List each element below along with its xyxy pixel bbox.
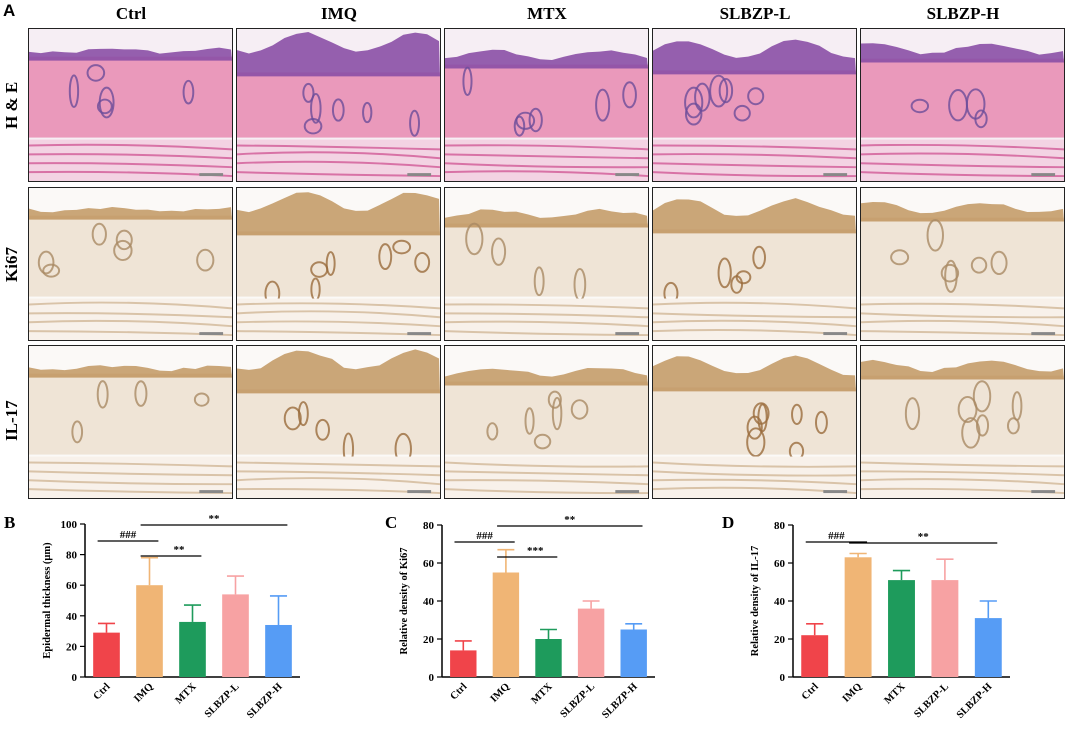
chart-il17-density: D 0 20 40 60 80 Relative density of IL-17 Ctrl I… <box>722 513 1010 721</box>
micrograph-il-17-slbzp-h <box>860 345 1065 499</box>
y-tick-label: 20 <box>66 641 78 653</box>
significance-label: ### <box>828 530 845 542</box>
column-header-ctrl: Ctrl <box>115 4 147 23</box>
micrograph-il-17-ctrl <box>28 345 233 499</box>
y-tick-label: 80 <box>66 550 78 562</box>
micrograph-ki67-slbzp-l <box>652 187 857 341</box>
significance-label: ### <box>476 530 493 542</box>
micrograph-h-e-ctrl <box>28 28 233 182</box>
micrograph-il-17-imq <box>236 345 441 499</box>
panel-letter-d: D <box>722 513 734 532</box>
significance-label: ### <box>120 529 137 541</box>
x-tick-label-imq: IMQ <box>841 681 864 704</box>
y-tick-label: 20 <box>423 634 435 646</box>
bar-ctrl <box>801 635 829 677</box>
micrograph-ki67-imq <box>236 187 441 341</box>
x-tick-label-imq: IMQ <box>489 681 512 704</box>
y-tick-label: 60 <box>423 558 435 570</box>
micrograph-h-e-slbzp-h <box>860 28 1065 182</box>
micrograph-h-e-mtx <box>444 28 649 182</box>
panel-letter-b: B <box>4 513 15 532</box>
significance-label: *** <box>527 545 544 557</box>
panel-a-letter: A <box>3 1 16 20</box>
y-tick-label: 20 <box>774 634 786 646</box>
y-axis-label: Relative density of IL-17 <box>750 546 761 657</box>
bar-imq <box>844 557 872 677</box>
bar-slbzp-l <box>577 608 605 677</box>
y-axis-label: Relative density of Ki67 <box>399 547 410 654</box>
x-tick-label-ctrl: Ctrl <box>800 681 821 702</box>
column-header-slbzp-h: SLBZP-H <box>926 4 1000 23</box>
significance-label: ** <box>564 514 576 526</box>
x-tick-label-imq: IMQ <box>132 681 155 704</box>
y-tick-label: 0 <box>429 672 435 684</box>
micrograph-ki67-ctrl <box>28 187 233 341</box>
chart-ki67-density: C 0 20 40 60 80 Relative density of Ki67 Ctrl IM… <box>385 513 655 721</box>
chart-epidermal-thickness: B 0 20 40 60 80 100 Epidermal thickness (μm) Ctr… <box>4 513 300 721</box>
significance-label: ** <box>174 544 186 556</box>
micrograph-ki67-mtx <box>444 187 649 341</box>
bar-mtx <box>535 639 562 677</box>
y-tick-label: 40 <box>423 596 435 608</box>
y-tick-label: 40 <box>774 596 786 608</box>
micrograph-il-17-mtx <box>444 345 649 499</box>
x-tick-label-ctrl: Ctrl <box>92 681 113 702</box>
x-tick-label-slbzp-l: SLBZP-L <box>912 681 951 720</box>
x-tick-label-slbzp-l: SLBZP-L <box>203 681 242 720</box>
significance-label: ** <box>209 513 221 525</box>
row-header-ki67: Ki67 <box>2 247 21 282</box>
y-tick-label: 0 <box>72 672 78 684</box>
micrograph-h-e-imq <box>236 28 441 182</box>
bar-imq <box>492 572 520 677</box>
y-tick-label: 80 <box>774 520 786 532</box>
y-tick-label: 60 <box>774 558 786 570</box>
y-tick-label: 100 <box>61 519 78 531</box>
row-header-he: H & E <box>2 81 21 129</box>
bar-slbzp-h <box>620 629 647 677</box>
column-header-imq: IMQ <box>321 4 357 23</box>
y-axis-label: Epidermal thickness (μm) <box>42 542 53 659</box>
x-tick-label-slbzp-h: SLBZP-H <box>955 681 995 721</box>
significance-label: ** <box>918 531 930 543</box>
x-tick-label-slbzp-h: SLBZP-H <box>245 681 285 721</box>
y-tick-label: 60 <box>66 580 78 592</box>
bar-mtx <box>888 580 915 677</box>
x-tick-label-mtx: MTX <box>883 681 908 706</box>
micrograph-h-e-slbzp-l <box>652 28 857 182</box>
column-header-slbzp-l: SLBZP-L <box>719 4 791 23</box>
bar-mtx <box>179 621 206 677</box>
bar-slbzp-l <box>931 580 959 677</box>
column-header-mtx: MTX <box>527 4 567 23</box>
y-tick-label: 40 <box>66 611 78 623</box>
micrograph-il-17-slbzp-l <box>652 345 857 499</box>
x-tick-label-mtx: MTX <box>174 681 199 706</box>
bar-ctrl <box>450 650 477 677</box>
x-tick-label-mtx: MTX <box>530 681 555 706</box>
x-tick-label-slbzp-l: SLBZP-L <box>558 681 597 720</box>
bar-slbzp-l <box>222 594 249 677</box>
row-header-il17: IL-17 <box>2 400 21 442</box>
x-tick-label-ctrl: Ctrl <box>448 681 469 702</box>
y-tick-label: 80 <box>423 520 435 532</box>
y-tick-label: 0 <box>780 672 786 684</box>
bar-imq <box>136 585 163 677</box>
bar-ctrl <box>93 632 120 677</box>
panel-letter-c: C <box>385 513 397 532</box>
bar-slbzp-h <box>265 624 292 677</box>
micrograph-ki67-slbzp-h <box>860 187 1065 341</box>
bar-slbzp-h <box>974 618 1002 677</box>
x-tick-label-slbzp-h: SLBZP-H <box>600 681 640 721</box>
